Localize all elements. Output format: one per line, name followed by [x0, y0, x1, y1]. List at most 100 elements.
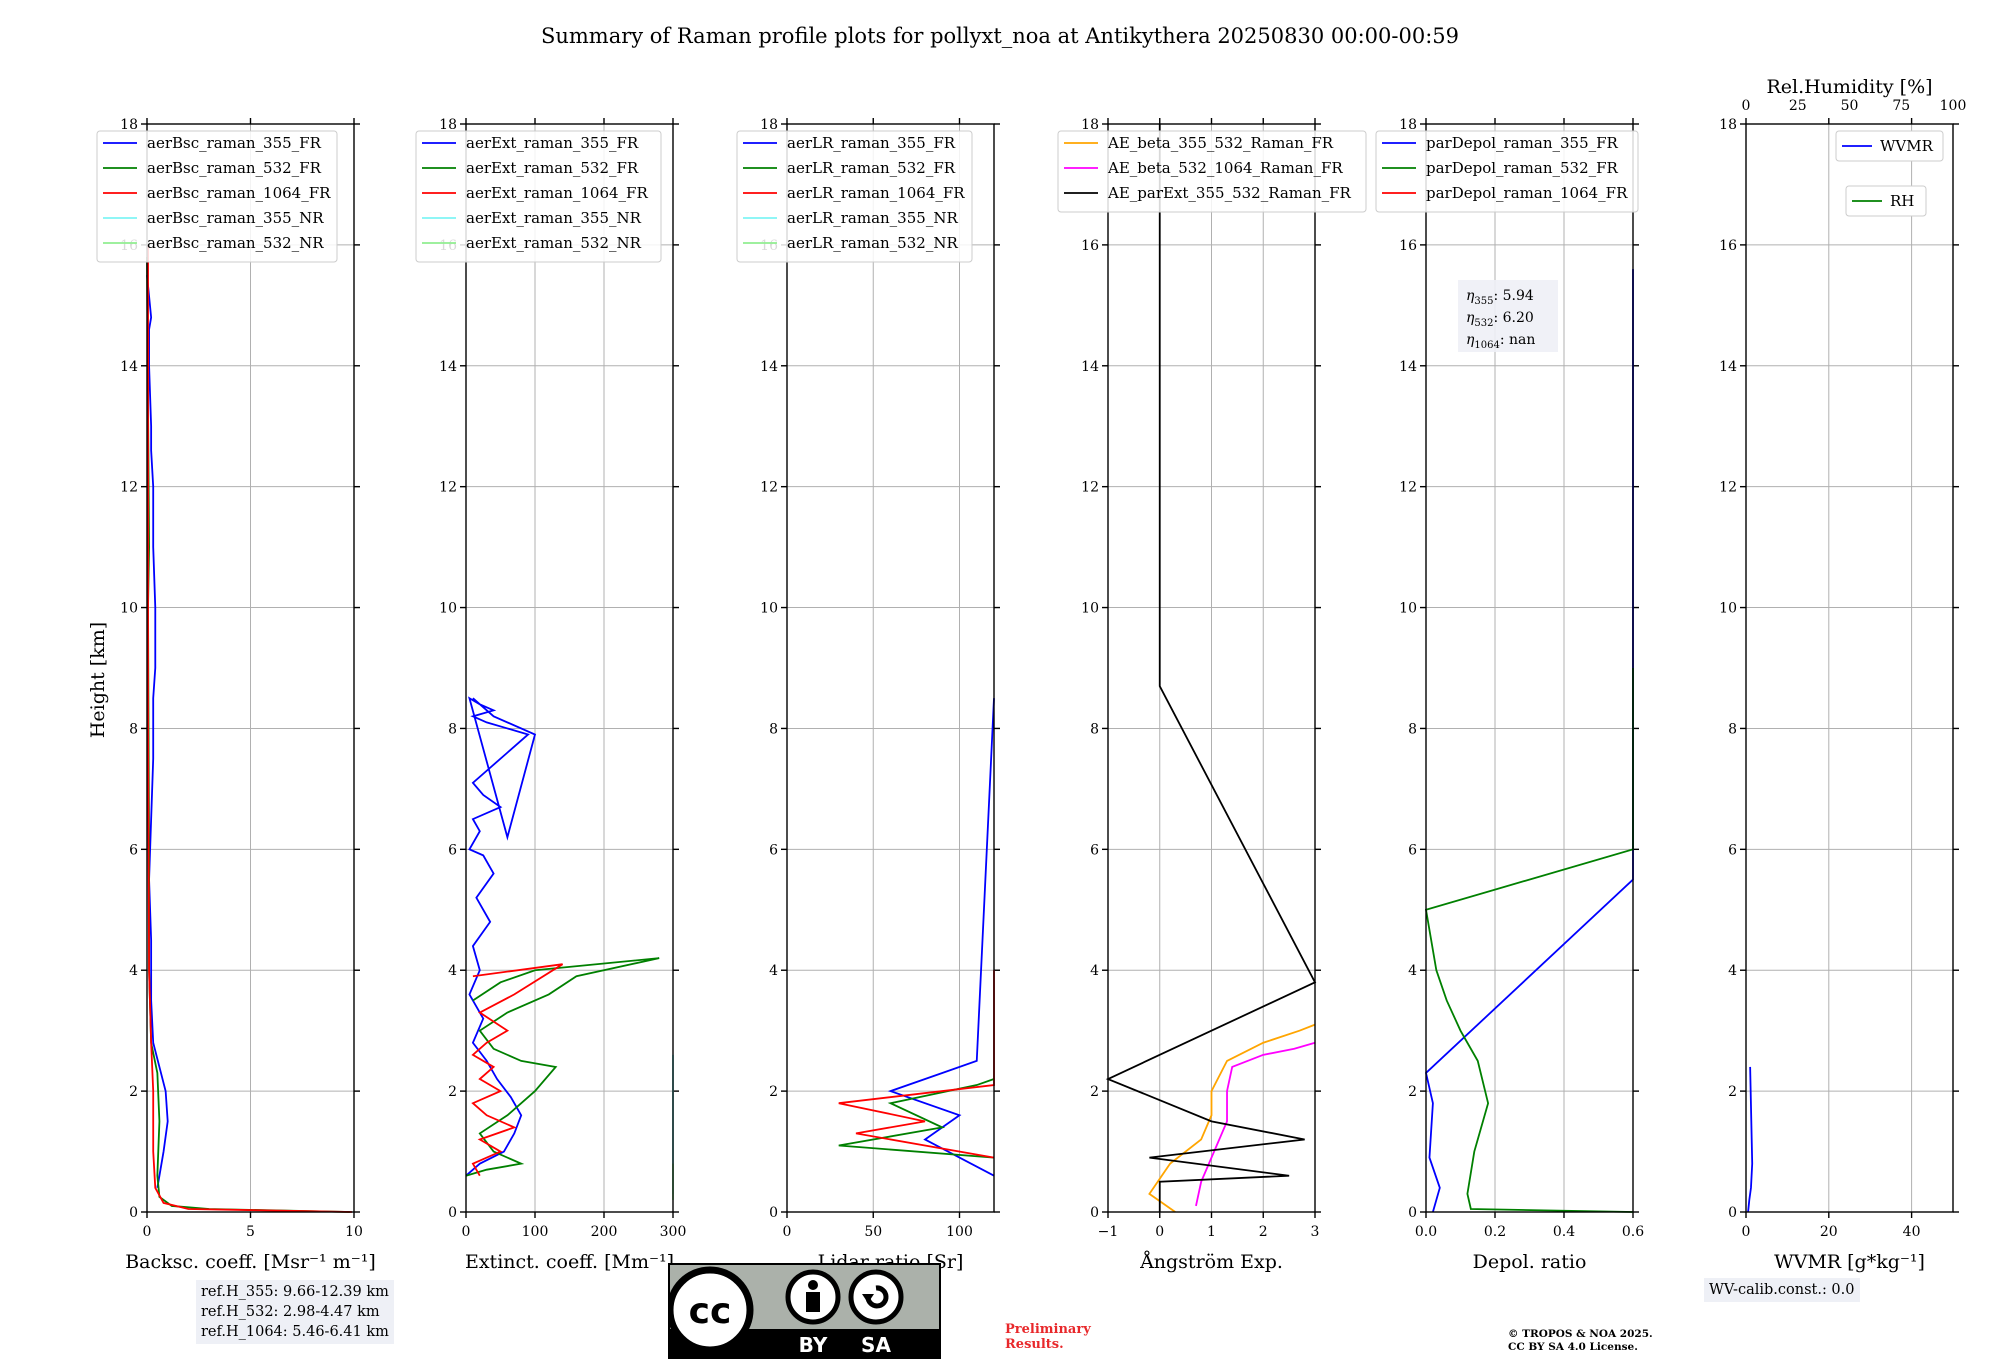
y-tick-label: 6: [1408, 842, 1417, 858]
x-tick-label: 0: [1155, 1224, 1164, 1240]
top-x-tick-label: 50: [1841, 98, 1859, 114]
legend-box: [1835, 130, 1944, 162]
ref-height-532: ref.H_532: 2.98-4.47 km: [201, 1304, 380, 1320]
legend-entry: aerExt_raman_355_FR: [466, 134, 639, 152]
y-tick-label: 12: [439, 480, 457, 496]
top-x-tick-label: 100: [1940, 98, 1967, 114]
panel-wvmr: 0 2 4 6 8 10 12 14 16 18 0 20 40 WVMR [g*kg⁻¹] WVMR RH 0…: [1719, 76, 1966, 1273]
y-tick-label: 4: [1090, 963, 1099, 979]
x-tick-label: 20: [1820, 1224, 1838, 1240]
y-tick-label: 18: [1081, 117, 1099, 133]
top-x-tick-label: 0: [1742, 98, 1751, 114]
x-tick-label: 1: [1207, 1224, 1216, 1240]
y-tick-label: 16: [1399, 238, 1417, 254]
legend-entry: WVMR: [1880, 137, 1934, 155]
y-tick-label: 2: [1090, 1084, 1099, 1100]
y-tick-label: 12: [120, 480, 138, 496]
y-tick-label: 14: [1719, 359, 1737, 375]
series-line-AE_parExt_355_532_Raman_FR: [1105, 124, 1317, 1212]
y-tick-label: 12: [760, 480, 778, 496]
y-tick-label: 14: [120, 359, 138, 375]
y-tick-label: 6: [1090, 842, 1099, 858]
series-line-WVMR: [1747, 1066, 1754, 1213]
top-x-tick-label: 25: [1789, 98, 1807, 114]
eta-annotation: η355: 5.94 η532: 6.20 η1064: nan: [1458, 280, 1558, 352]
preliminary-line-1: Preliminary: [1005, 1322, 1091, 1337]
series-line-aerExt_raman_1064_FR: [471, 963, 564, 1177]
y-tick-label: 8: [129, 721, 138, 737]
ref-height-355: ref.H_355: 9.66-12.39 km: [201, 1284, 389, 1300]
y-tick-label: 18: [760, 117, 778, 133]
copyright-line-2: CC BY SA 4.0 License.: [1508, 1341, 1638, 1353]
x-tick-label: 200: [591, 1224, 618, 1240]
panel-lidar-ratio: 024681012141618050100Lidar ratio [Sr]aer…: [736, 117, 1000, 1273]
series-line-parDepol_raman_355_FR: [1425, 269, 1634, 1213]
legend-entry: parDepol_raman_532_FR: [1426, 159, 1619, 177]
legend-entry: aerExt_raman_532_NR: [466, 234, 642, 252]
x-tick-label: 0: [143, 1224, 152, 1240]
y-tick-label: 18: [1719, 117, 1737, 133]
y-tick-label: 14: [1081, 359, 1099, 375]
x-tick-label: 0: [783, 1224, 792, 1240]
y-tick-label: 2: [769, 1084, 778, 1100]
y-tick-label: 6: [129, 842, 138, 858]
y-tick-label: 10: [439, 601, 457, 617]
legend-entry: aerLR_raman_355_NR: [787, 209, 958, 227]
y-tick-label: 10: [1081, 601, 1099, 617]
y-axis-label: Height [km]: [87, 622, 109, 738]
series-line-aerExt_raman_355_FR: [465, 696, 537, 1177]
y-tick-label: 0: [769, 1205, 778, 1221]
y-tick-label: 12: [1719, 480, 1737, 496]
x-tick-label: 300: [660, 1224, 687, 1240]
y-tick-label: 4: [448, 963, 457, 979]
series-line-aerBsc_raman_1064_FR: [147, 244, 352, 1213]
series-line-aerExt_raman_532_FR: [465, 957, 660, 1177]
x-tick-label: 0: [462, 1224, 471, 1240]
legend-entry: aerBsc_raman_532_NR: [147, 234, 324, 252]
y-tick-label: 6: [769, 842, 778, 858]
y-tick-label: 14: [1399, 359, 1417, 375]
eta-1064: η1064: nan: [1466, 332, 1535, 351]
x-tick-label: 10: [345, 1224, 363, 1240]
panel-extinction: 0246810121416180100200300Extinct. coeff.…: [415, 117, 687, 1273]
legend-entry: aerLR_raman_355_FR: [787, 134, 956, 152]
reference-heights-box: ref.H_355: 9.66-12.39 km ref.H_532: 2.98…: [196, 1280, 394, 1344]
series-line-aerLR_raman_532_FR: [838, 1078, 995, 1159]
x-tick-label: 0.6: [1622, 1224, 1644, 1240]
legend-entry: aerLR_raman_532_NR: [787, 234, 958, 252]
y-tick-label: 10: [760, 601, 778, 617]
x-tick-label: 5: [246, 1224, 255, 1240]
legend-entry: aerLR_raman_1064_FR: [787, 184, 965, 202]
y-tick-label: 2: [129, 1084, 138, 1100]
series-line-aerBsc_raman_532_FR: [146, 256, 350, 1213]
legend-entry: aerExt_raman_532_FR: [466, 159, 639, 177]
eta-532: η532: 6.20: [1466, 310, 1534, 329]
y-tick-label: 0: [448, 1205, 457, 1221]
y-tick-label: 0: [1408, 1205, 1417, 1221]
y-tick-label: 4: [129, 963, 138, 979]
wv-calibration-box: WV-calib.const.: 0.0: [1704, 1278, 1860, 1302]
y-tick-label: 12: [1399, 480, 1417, 496]
y-tick-label: 8: [1090, 721, 1099, 737]
axes-frame: [1107, 123, 1316, 1213]
series-line-parDepol_raman_532_FR: [1424, 668, 1634, 1213]
copyright-line-1: © TROPOS & NOA 2025.: [1508, 1328, 1653, 1340]
panel-backscatter: 0246810121416180510Backsc. coeff. [Msr⁻¹…: [96, 117, 376, 1273]
legend-entry: aerExt_raman_1064_FR: [466, 184, 648, 202]
series-line-aerBsc_raman_355_FR: [146, 275, 169, 1188]
panels-group: 0246810121416180510Backsc. coeff. [Msr⁻¹…: [96, 76, 1966, 1273]
y-tick-label: 6: [448, 842, 457, 858]
y-tick-label: 16: [1081, 238, 1099, 254]
legend-entry: aerExt_raman_355_NR: [466, 209, 642, 227]
x-tick-label: 3: [1311, 1224, 1320, 1240]
axes-frame: [786, 123, 995, 1213]
legend-entry-rh: RH: [1890, 192, 1914, 210]
y-tick-label: 0: [1728, 1205, 1737, 1221]
x-tick-label: 40: [1903, 1224, 1921, 1240]
legend-entry: aerBsc_raman_1064_FR: [147, 184, 331, 202]
x-tick-label: 0.0: [1415, 1224, 1437, 1240]
x-tick-label: 50: [864, 1224, 882, 1240]
axes-frame: [1745, 123, 1954, 1213]
